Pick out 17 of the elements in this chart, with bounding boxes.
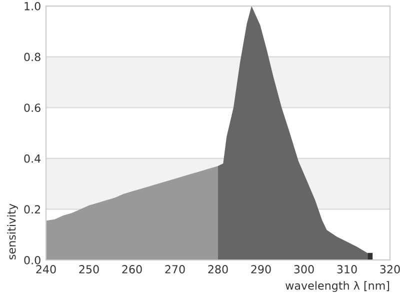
x-tick-label: 310 <box>337 265 357 274</box>
x-tick-label: 270 <box>165 265 185 274</box>
y-tick-label: 1.0 <box>24 2 40 10</box>
x-tick-label: 240 <box>36 265 56 274</box>
y-tick-label: 0.6 <box>24 104 40 112</box>
y-tick-label: 0.4 <box>24 154 41 163</box>
x-tick-label: 300 <box>294 265 314 274</box>
y-tick-label: 0.0 <box>24 256 40 264</box>
y-axis-title: sensitivity <box>7 204 18 260</box>
x-tick-label: 260 <box>122 265 142 274</box>
x-tick-label: 320 <box>380 265 400 274</box>
x-axis-title: wavelength λ [nm] <box>286 281 390 292</box>
y-tick-label: 0.8 <box>24 52 40 62</box>
x-tick-label: 280 <box>208 265 228 274</box>
x-tick-label: 250 <box>79 265 99 274</box>
x-tick-label: 290 <box>251 265 271 274</box>
y-tick-label: 0.2 <box>24 205 40 214</box>
